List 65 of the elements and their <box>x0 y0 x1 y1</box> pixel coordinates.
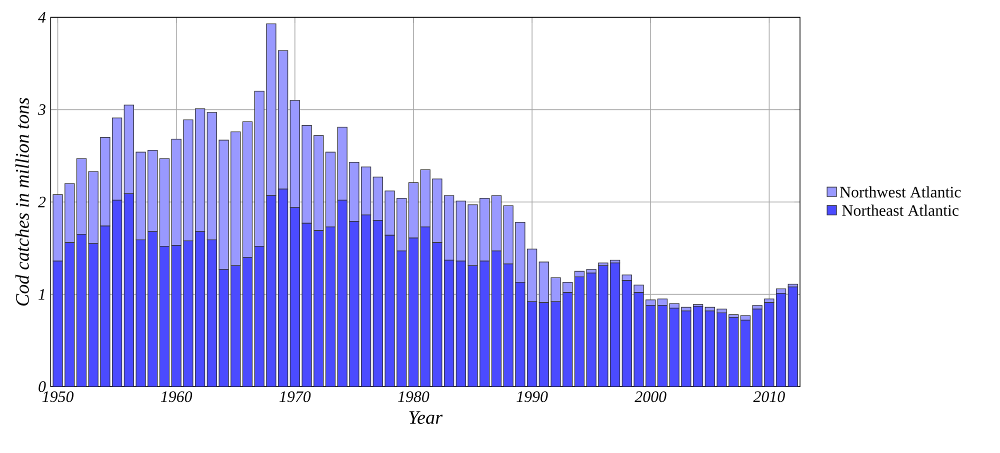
bar <box>657 298 668 306</box>
bar <box>325 226 336 387</box>
bar <box>562 292 573 387</box>
bar <box>337 200 348 387</box>
x-tick-label: 1970 <box>280 391 311 402</box>
y-axis-title: Cod catches in million tons <box>15 98 29 306</box>
bar <box>491 250 502 387</box>
x-tick-label: 1960 <box>160 391 192 402</box>
bar <box>314 230 324 387</box>
bar <box>586 268 596 274</box>
bar <box>646 304 656 387</box>
bar <box>728 316 739 387</box>
bar <box>194 231 206 387</box>
bar <box>242 256 253 387</box>
bar <box>538 302 549 387</box>
bar <box>254 246 264 387</box>
bar <box>148 231 158 387</box>
bar <box>657 304 668 387</box>
bar <box>480 260 490 387</box>
bar <box>290 207 300 387</box>
bar <box>444 260 454 387</box>
bar <box>776 292 786 387</box>
legend-label: Northeast Atlantic <box>842 204 959 216</box>
bar <box>159 246 170 387</box>
x-tick-label: 1980 <box>398 391 430 402</box>
bar <box>76 234 87 387</box>
bar <box>752 304 762 310</box>
bar <box>408 238 419 387</box>
bar <box>456 260 466 387</box>
bar <box>622 280 632 387</box>
bar <box>740 320 751 387</box>
legend-label: Northwest Atlantic <box>840 186 961 198</box>
y-tick-label: 3 <box>38 104 46 115</box>
x-axis-title: Year <box>409 411 443 424</box>
x-tick-label: 2000 <box>634 391 666 402</box>
bar <box>396 250 407 387</box>
bar <box>692 306 704 387</box>
bar <box>491 195 502 252</box>
bar <box>574 276 585 387</box>
bar <box>420 226 430 387</box>
bar <box>360 214 372 387</box>
x-tick-label: 1950 <box>42 391 74 402</box>
x-tick-label: 2010 <box>753 391 785 402</box>
y-tick-label: 1 <box>38 288 44 300</box>
bar <box>764 298 774 303</box>
bar <box>112 200 122 387</box>
bar <box>278 188 288 387</box>
x-tick-label: 1990 <box>516 391 548 402</box>
bar <box>64 242 75 387</box>
bar <box>171 244 182 387</box>
y-tick-label: 0 <box>38 381 46 392</box>
bar <box>788 286 798 387</box>
bar <box>206 239 217 387</box>
bar <box>372 220 383 387</box>
bar <box>88 243 98 387</box>
bar <box>526 301 538 387</box>
bar <box>634 284 644 293</box>
bar <box>598 262 608 266</box>
bar <box>124 193 134 387</box>
bar <box>610 262 620 387</box>
bar <box>740 315 751 320</box>
bar <box>704 310 715 387</box>
y-tick-label: 4 <box>38 12 46 22</box>
bar <box>230 265 241 387</box>
y-tick-label: 2 <box>38 196 46 208</box>
